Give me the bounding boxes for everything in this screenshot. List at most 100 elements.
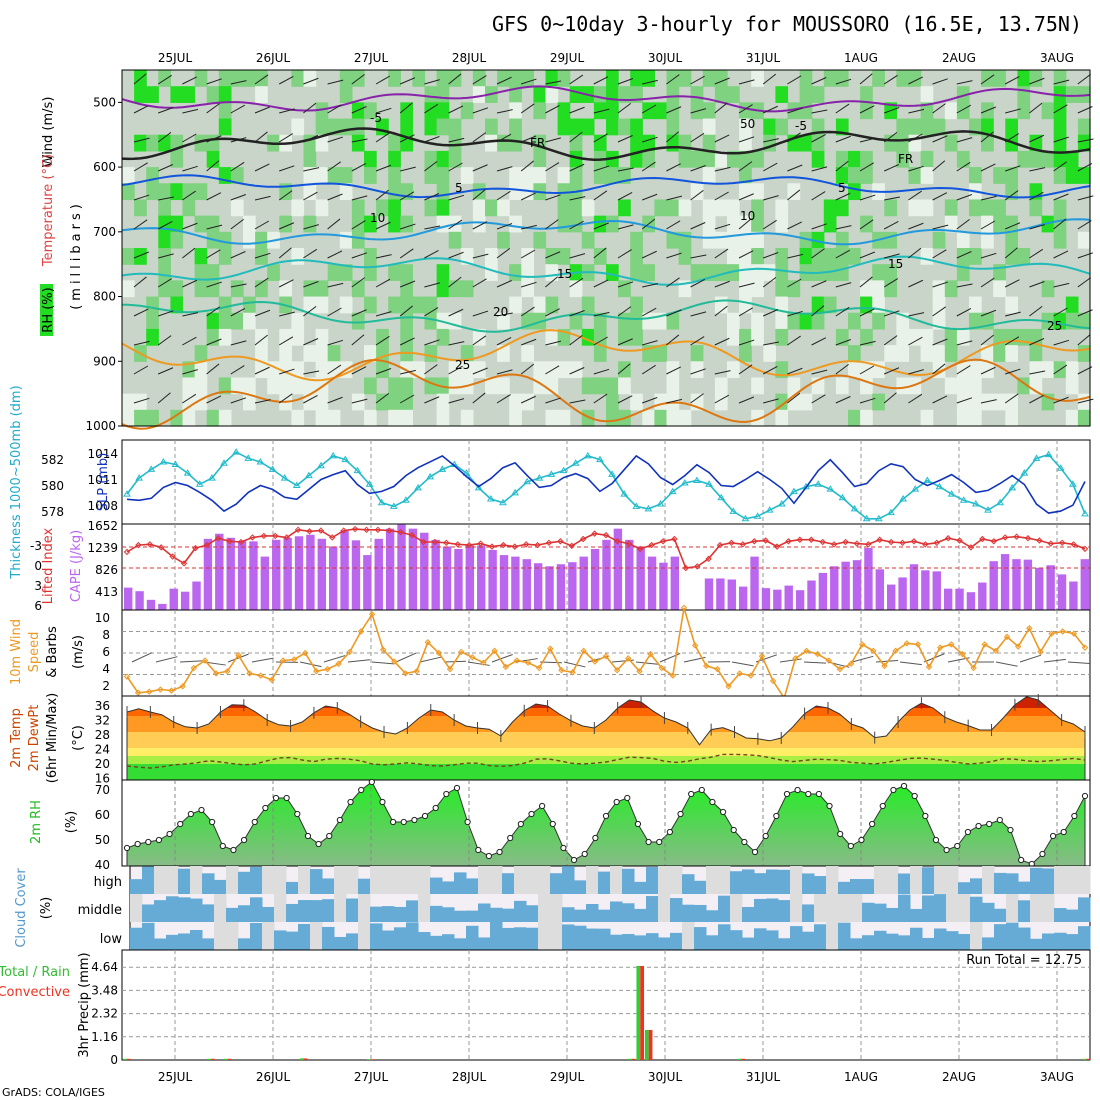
- lifted-point: [1047, 540, 1054, 547]
- isotherm-label: -5: [370, 111, 382, 125]
- lifted-point: [853, 540, 861, 547]
- wind-barb: [932, 395, 948, 404]
- wind-barb: [738, 339, 755, 346]
- rh-cell: [460, 361, 474, 379]
- rh-cell: [956, 393, 970, 411]
- wind-barb: [375, 189, 389, 201]
- lifted-point: [825, 657, 832, 664]
- upper-wind-barbs: [133, 73, 1094, 404]
- rh-point: [837, 830, 844, 838]
- rh-cell: [1029, 199, 1043, 217]
- rh-cell: [908, 167, 922, 184]
- rh-cell: [835, 167, 849, 184]
- rh-cell: [521, 393, 534, 411]
- rh-cell: [122, 167, 135, 184]
- thickness-point: [790, 487, 798, 495]
- precip-bar-convective: [370, 1059, 375, 1060]
- rh-cell: [920, 118, 934, 136]
- rh-point: [560, 844, 567, 852]
- wind-barb: [424, 79, 440, 85]
- rh-cell: [448, 361, 462, 379]
- wind-barb: [835, 78, 852, 85]
- precip-bar-total: [207, 1058, 211, 1060]
- wind-barb: [278, 336, 294, 346]
- wind-barb: [254, 252, 271, 259]
- cloud-block: [562, 866, 575, 894]
- wind-barb: [593, 165, 610, 172]
- date-label-top: 27JUL: [354, 51, 389, 65]
- wind-barb: [1005, 222, 1021, 230]
- rh-cell: [860, 328, 873, 346]
- rh-cell: [618, 118, 631, 136]
- wind-barb: [424, 160, 438, 172]
- rh-cell: [618, 86, 631, 103]
- cape-bar: [306, 534, 315, 610]
- wind-barb: [230, 104, 246, 114]
- cape-tick-label: 1652: [87, 519, 118, 533]
- cape-bar: [1023, 559, 1033, 610]
- lifted-point: [796, 536, 804, 543]
- cloud-gap: [946, 866, 959, 894]
- cloud-block: [934, 894, 947, 922]
- rh-cell: [533, 102, 547, 120]
- rh-cell: [557, 167, 571, 184]
- lifted-point: [135, 541, 142, 549]
- lifted-point: [914, 641, 922, 648]
- lifted-point: [1037, 648, 1044, 656]
- rh-point: [964, 828, 972, 836]
- cloud-gap: [514, 866, 527, 894]
- cloud-block: [898, 894, 911, 922]
- thickness-point: [729, 507, 738, 514]
- rh-cell: [702, 118, 716, 136]
- rh-point: [666, 828, 673, 836]
- wind10m-speed-line: [123, 604, 1089, 702]
- rh-cell: [690, 183, 704, 201]
- cape-tick-label: 1239: [87, 541, 118, 555]
- precip-bar-convective: [631, 1058, 636, 1060]
- wind-tick-label: 8: [102, 628, 110, 642]
- rh-cell: [291, 70, 305, 87]
- rh-cell: [920, 150, 934, 168]
- cape-bar: [249, 541, 258, 610]
- wind-barb: [569, 334, 583, 346]
- wind-barb: [763, 398, 779, 404]
- cape-bar: [625, 539, 634, 610]
- wind-tick-label: 4: [102, 662, 110, 676]
- wind-barb: [303, 224, 319, 230]
- date-label-top: 1AUG: [844, 51, 878, 65]
- lifted-point: [959, 650, 966, 658]
- thickness-slp-lines: [123, 440, 1089, 524]
- rh-cell: [727, 150, 740, 168]
- wind-barb: [762, 162, 778, 172]
- wind-barb: [666, 74, 680, 85]
- cloud-gap: [538, 894, 551, 922]
- rh-cell: [436, 70, 450, 87]
- wind-barb: [206, 224, 223, 230]
- wind-barb: [932, 135, 948, 143]
- wind-barb: [158, 253, 174, 259]
- thickness-point: [899, 495, 907, 502]
- wind-barb: [472, 221, 488, 230]
- rh-cell: [835, 377, 849, 395]
- wind-barb: [690, 311, 707, 317]
- rh-cell: [146, 328, 159, 346]
- rh-cell: [739, 248, 752, 265]
- cloud-block: [490, 907, 503, 922]
- rh-point: [198, 806, 205, 814]
- wind-barb: [254, 106, 271, 114]
- wind-barb: [714, 223, 731, 230]
- thickness-point: [850, 504, 859, 512]
- rh-cell: [1005, 231, 1018, 249]
- wind-barb: [811, 280, 827, 288]
- cloud-gap: [814, 894, 827, 922]
- wind-tick-label: 6: [102, 645, 110, 659]
- cape-bar: [670, 556, 680, 610]
- rh-point: [815, 790, 822, 798]
- wind-barb: [980, 74, 995, 85]
- wind-barb: [327, 79, 344, 85]
- rh-point: [986, 820, 993, 828]
- wind-barb: [690, 336, 705, 346]
- rh-cell: [351, 134, 365, 152]
- rh-cell: [1029, 361, 1043, 379]
- cloud-gap: [958, 894, 971, 922]
